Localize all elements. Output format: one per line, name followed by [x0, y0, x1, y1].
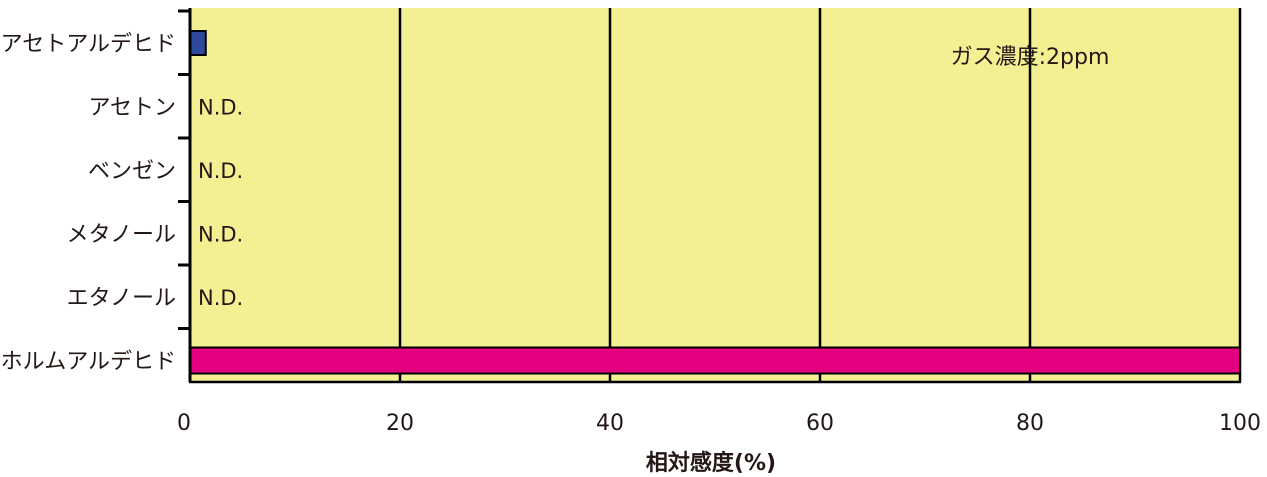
- gas-concentration-annotation: ガス濃度:2ppm: [951, 45, 1110, 70]
- y-axis: [178, 8, 192, 382]
- value-label: N.D.: [198, 223, 243, 247]
- category-label: アセトン: [88, 96, 176, 121]
- bars: [189, 30, 1241, 375]
- gridlines: [189, 8, 1242, 384]
- x-tick-label: 80: [1016, 411, 1044, 436]
- category-label: メタノール: [67, 223, 176, 248]
- x-tick-label: 20: [386, 411, 414, 436]
- bar-0: [189, 30, 207, 56]
- bar-5: [189, 346, 1241, 375]
- plot-background: [190, 8, 1240, 382]
- value-labels: N.D. N.D. N.D. N.D.: [198, 96, 243, 311]
- x-tick-label: 0: [177, 411, 191, 436]
- x-tick-label: 40: [596, 411, 624, 436]
- category-label: アセトアルデヒド: [1, 32, 176, 57]
- category-label: ベンゼン: [88, 159, 176, 184]
- category-label: エタノール: [67, 286, 176, 311]
- value-label: N.D.: [198, 96, 243, 120]
- value-label: N.D.: [198, 286, 243, 310]
- value-label: N.D.: [198, 159, 243, 183]
- x-tick-labels: 0 20 40 60 80 100: [177, 411, 1261, 436]
- x-tick-label: 60: [806, 411, 834, 436]
- category-label: ホルムアルデヒド: [1, 350, 176, 375]
- x-tick-label: 100: [1219, 411, 1261, 436]
- x-axis-title: 相対感度(%): [646, 450, 776, 476]
